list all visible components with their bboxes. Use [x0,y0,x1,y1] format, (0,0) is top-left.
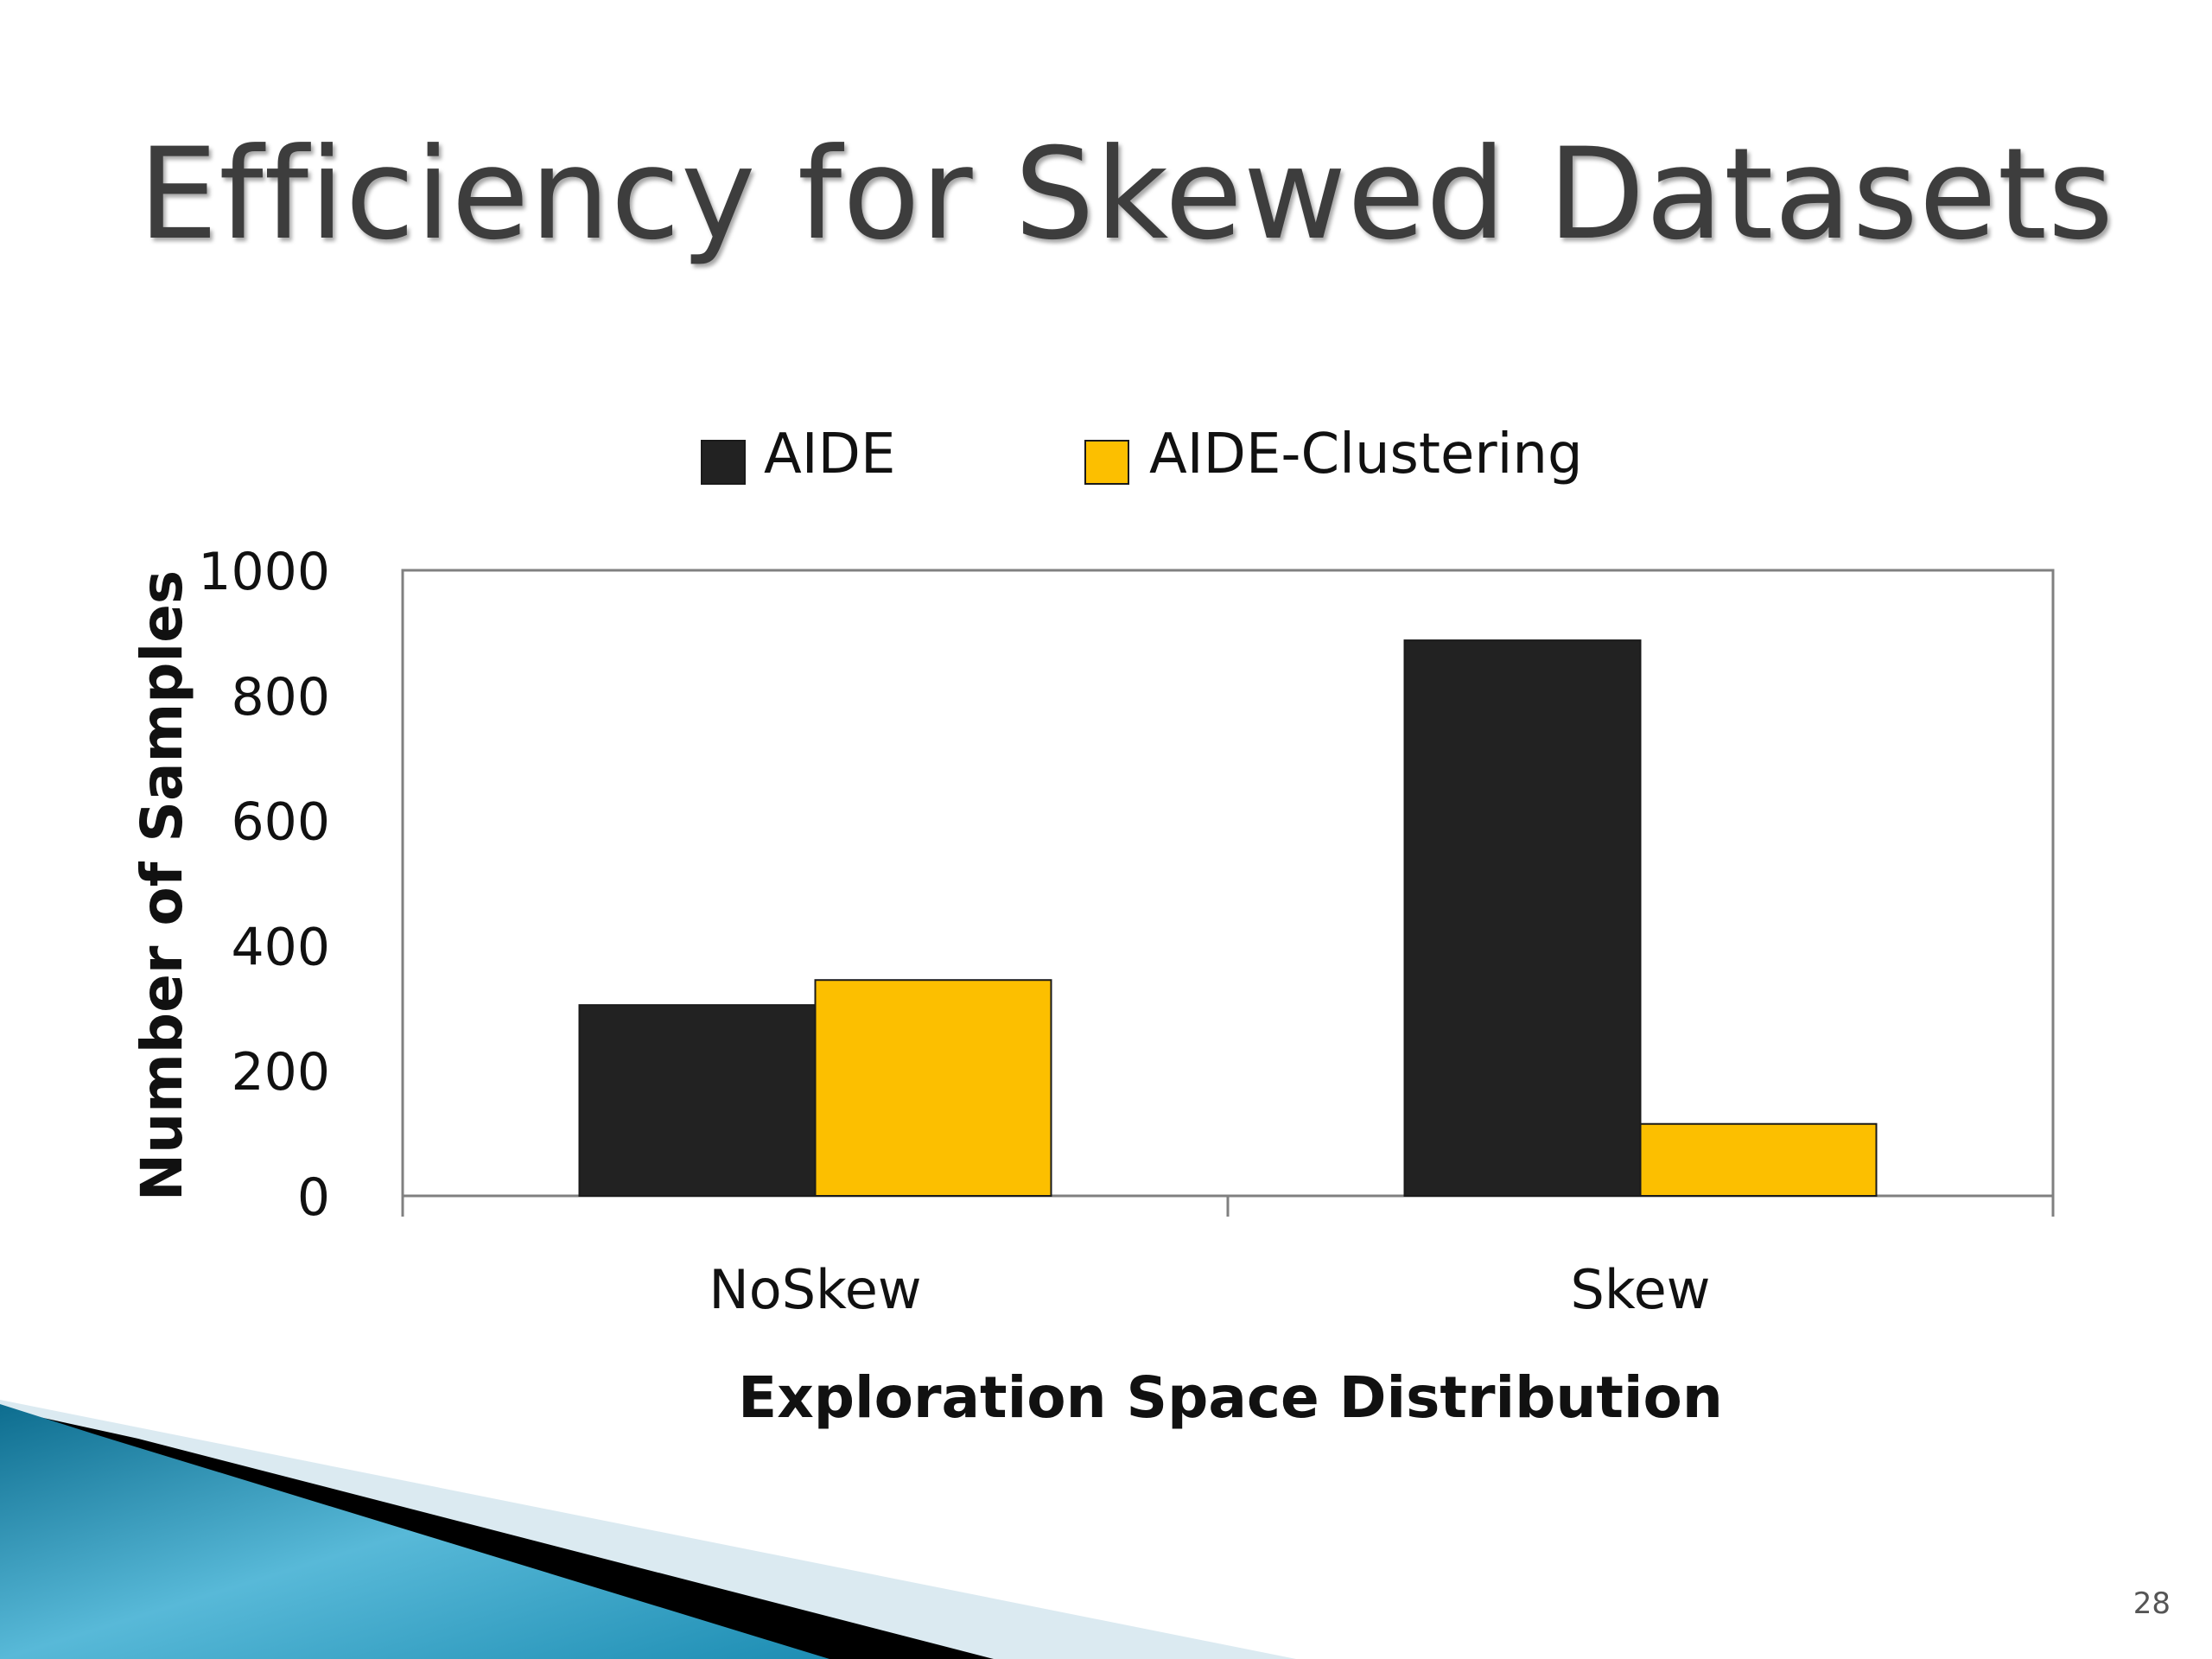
page-number: 28 [2133,1586,2171,1621]
y-tick-label: 600 [231,792,330,853]
y-tick-label: 0 [297,1167,330,1228]
x-tick-label-noskew: NoSkew [709,1258,921,1321]
bar-aide-clustering-skew [1639,1122,1878,1197]
legend-swatch-aide-clustering [1084,440,1129,485]
x-tick-label-skew: Skew [1571,1258,1711,1321]
legend-swatch-aide [701,440,746,485]
slide-title: Efficiency for Skewed Datasets [138,121,2115,268]
legend-label-aide-clustering: AIDE-Clustering [1149,423,1583,486]
bar-aide-skew [1403,639,1642,1197]
legend-label-aide: AIDE [764,423,895,486]
y-tick-label: 200 [231,1042,330,1103]
y-tick-label: 400 [231,917,330,977]
bar-aide-clustering-noskew [814,979,1052,1197]
x-axis-label: Exploration Space Distribution [738,1364,1723,1431]
y-tick-label: 1000 [198,542,330,602]
y-tick-label: 800 [231,667,330,728]
y-axis-label: Number of Samples [129,570,195,1201]
